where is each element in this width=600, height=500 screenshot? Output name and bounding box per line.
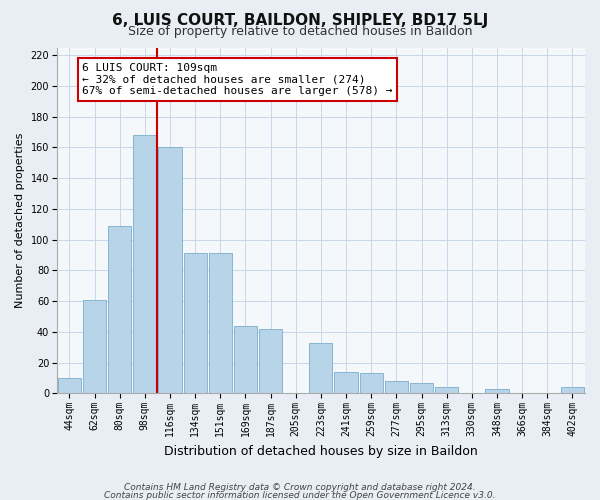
Bar (385, 381, 408, 394)
Bar (485, 388, 509, 394)
Bar (83, 300, 106, 394)
Bar (259, 328, 282, 394)
Bar (410, 382, 433, 394)
Text: 6 LUIS COURT: 109sqm
← 32% of detached houses are smaller (274)
67% of semi-deta: 6 LUIS COURT: 109sqm ← 32% of detached h… (82, 63, 392, 96)
Bar (184, 254, 207, 394)
Bar (133, 135, 157, 394)
Bar (310, 342, 332, 394)
Text: 6, LUIS COURT, BAILDON, SHIPLEY, BD17 5LJ: 6, LUIS COURT, BAILDON, SHIPLEY, BD17 5L… (112, 12, 488, 28)
Bar (334, 372, 358, 394)
Text: Size of property relative to detached houses in Baildon: Size of property relative to detached ho… (128, 25, 472, 38)
Bar (561, 387, 584, 394)
Y-axis label: Number of detached properties: Number of detached properties (15, 132, 25, 308)
Bar (209, 254, 232, 394)
Bar (58, 378, 81, 394)
Bar (108, 226, 131, 394)
Text: Contains public sector information licensed under the Open Government Licence v3: Contains public sector information licen… (104, 491, 496, 500)
Bar (359, 374, 383, 394)
Bar (158, 148, 182, 394)
Bar (435, 387, 458, 394)
Bar (234, 326, 257, 394)
X-axis label: Distribution of detached houses by size in Baildon: Distribution of detached houses by size … (164, 444, 478, 458)
Text: Contains HM Land Registry data © Crown copyright and database right 2024.: Contains HM Land Registry data © Crown c… (124, 484, 476, 492)
